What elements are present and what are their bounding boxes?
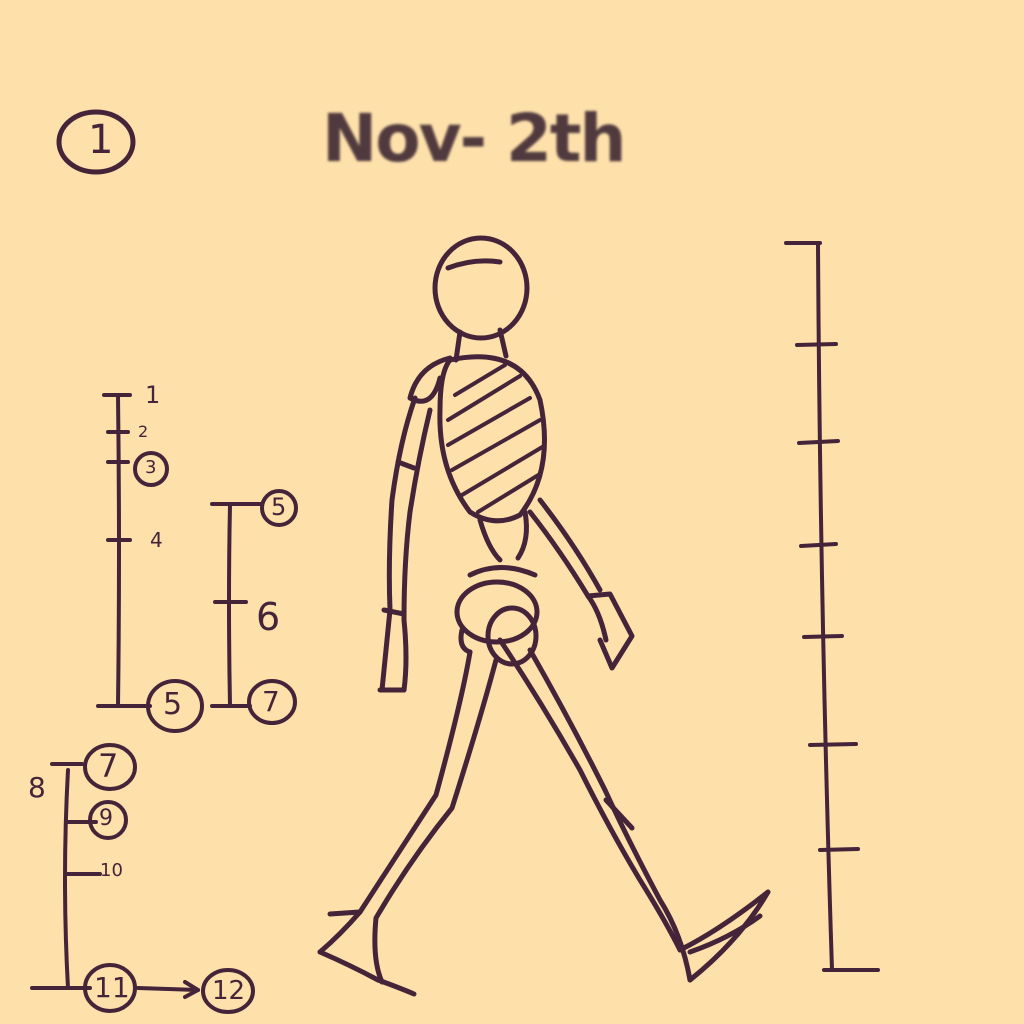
scale-b-label-6: 6 xyxy=(256,595,281,639)
scale-a xyxy=(96,393,204,733)
scale-c xyxy=(30,743,255,1014)
scale-b-label-7: 7 xyxy=(262,685,280,718)
scale-a-label-5: 5 xyxy=(163,687,183,722)
page-marker-label: 1 xyxy=(88,117,114,163)
scale-a-label-4: 4 xyxy=(150,528,163,552)
page-title: Nov- 2th xyxy=(322,100,626,177)
scale-a-label-1: 1 xyxy=(145,381,161,409)
page-marker xyxy=(56,109,136,175)
scale-c-label-7: 7 xyxy=(98,747,119,785)
scale-c-label-11: 11 xyxy=(94,971,130,1004)
scale-b-label-5: 5 xyxy=(271,493,287,521)
scale-c-label-12: 12 xyxy=(212,976,246,1006)
scale-c-label-8: 8 xyxy=(28,771,46,804)
scale-b xyxy=(210,489,298,725)
walking-figure xyxy=(317,235,771,997)
height-ruler xyxy=(784,241,880,972)
scale-c-label-10: 10 xyxy=(100,860,123,881)
scale-a-label-2: 2 xyxy=(138,422,149,441)
scale-c-label-9: 9 xyxy=(99,806,113,831)
scale-a-label-3: 3 xyxy=(145,457,157,478)
